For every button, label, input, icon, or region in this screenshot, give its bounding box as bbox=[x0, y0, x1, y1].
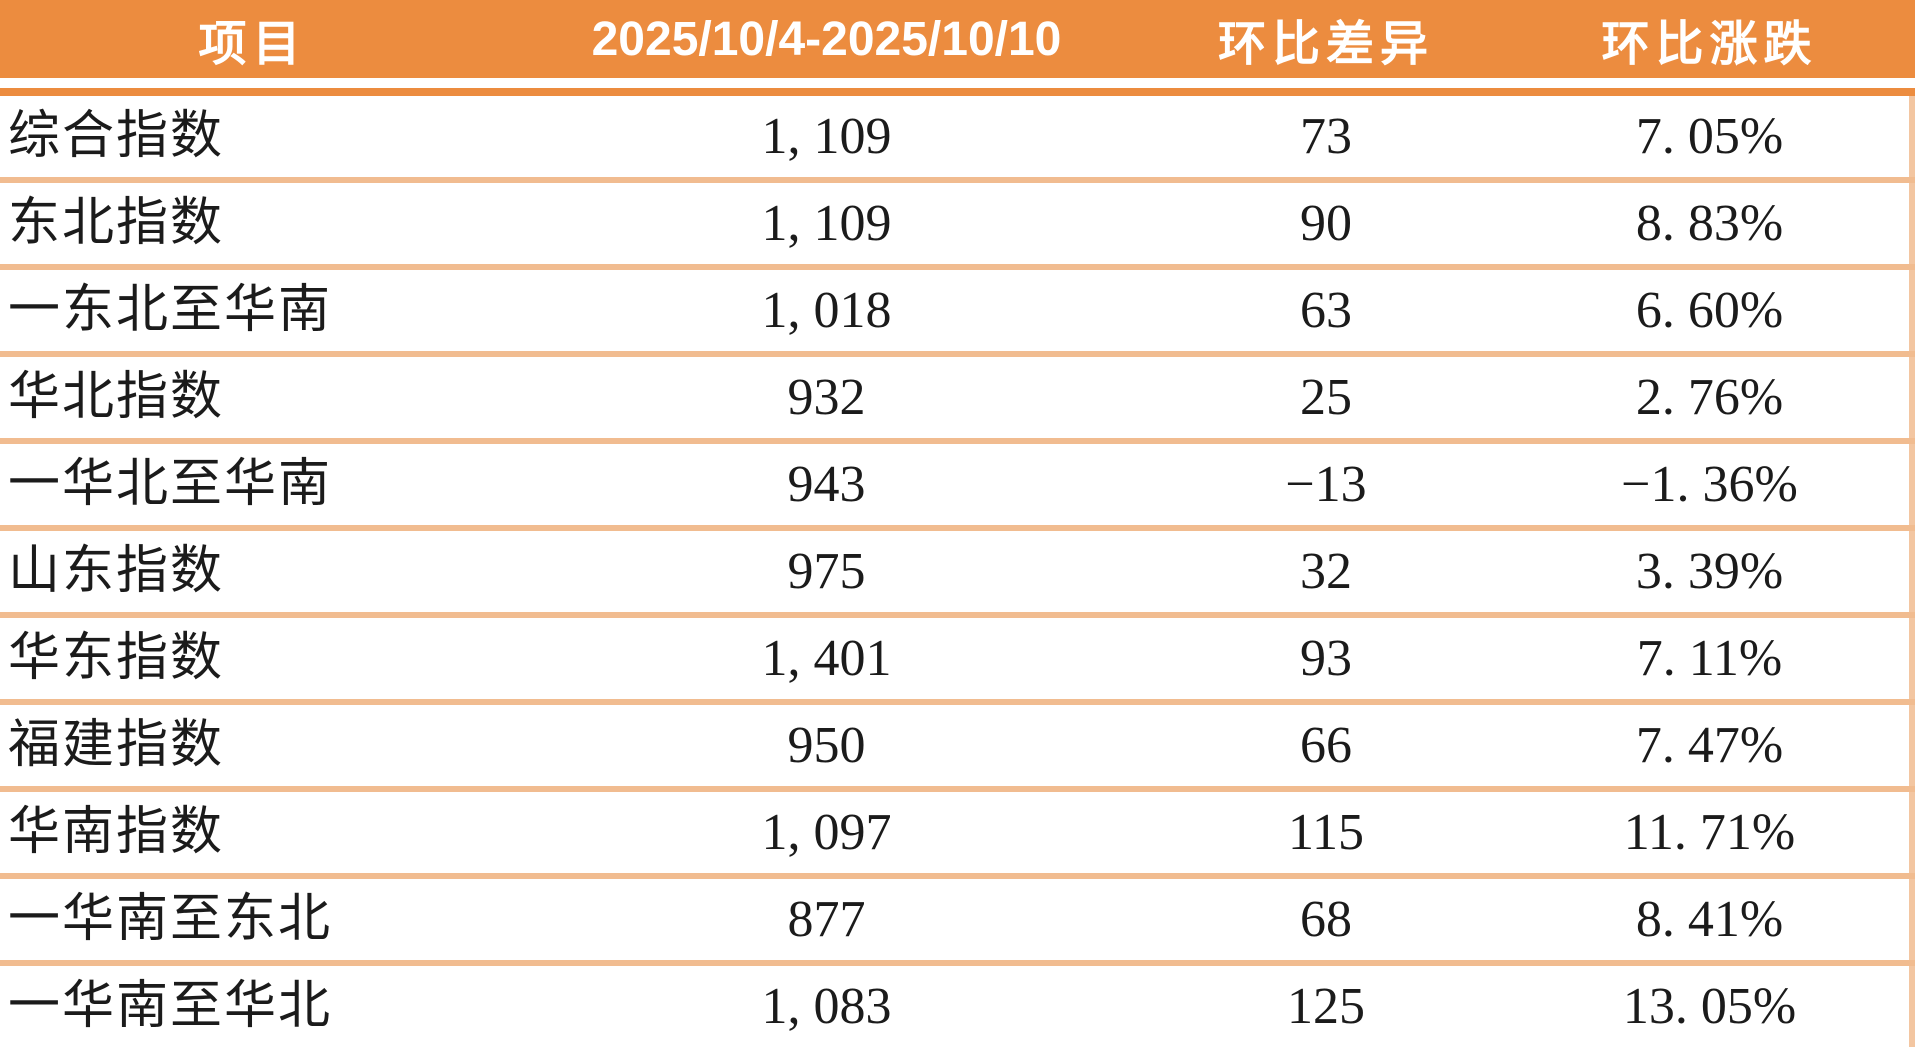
wow-diff-cell: 90 bbox=[1300, 194, 1352, 252]
table-row: 一华南至东北 877 68 8. 41% bbox=[0, 879, 1915, 966]
wow-diff-cell: 115 bbox=[1287, 803, 1365, 861]
wow-change-cell: −1. 36% bbox=[1621, 455, 1798, 513]
index-value-cell: 932 bbox=[787, 368, 866, 426]
index-value-cell: 943 bbox=[787, 455, 866, 513]
wow-diff-cell: 32 bbox=[1300, 542, 1352, 600]
wow-diff-cell: 73 bbox=[1300, 107, 1352, 165]
wow-diff-cell: 68 bbox=[1300, 890, 1352, 948]
table-row: 一华南至华北 1, 083 125 13. 05% bbox=[0, 966, 1915, 1047]
item-name-cell: 东北指数 bbox=[8, 194, 225, 252]
item-name-cell: 一东北至华南 bbox=[8, 281, 333, 339]
table-row: 华南指数 1, 097 115 11. 71% bbox=[0, 792, 1915, 879]
wow-change-cell: 7. 11% bbox=[1636, 629, 1783, 687]
wow-change-cell: 8. 41% bbox=[1635, 890, 1784, 948]
wow-change-cell: 6. 60% bbox=[1635, 281, 1784, 339]
table-row: 综合指数 1, 109 73 7. 05% bbox=[0, 96, 1915, 183]
index-value-cell: 975 bbox=[787, 542, 866, 600]
index-value-cell: 877 bbox=[787, 890, 866, 948]
index-value-cell: 950 bbox=[787, 716, 866, 774]
index-value-cell: 1, 109 bbox=[761, 194, 892, 252]
item-name-cell: 福建指数 bbox=[8, 716, 225, 774]
table-right-border bbox=[1909, 96, 1915, 1047]
wow-diff-cell: 93 bbox=[1300, 629, 1352, 687]
table-row: 华东指数 1, 401 93 7. 11% bbox=[0, 618, 1915, 705]
table-row: 山东指数 975 32 3. 39% bbox=[0, 531, 1915, 618]
item-name-cell: 华东指数 bbox=[8, 629, 225, 687]
item-name-cell: 山东指数 bbox=[8, 542, 225, 600]
index-value-cell: 1, 097 bbox=[761, 803, 892, 861]
wow-diff-cell: 66 bbox=[1300, 716, 1352, 774]
table-row: 华北指数 932 25 2. 76% bbox=[0, 357, 1915, 444]
index-value-cell: 1, 018 bbox=[761, 281, 892, 339]
header-gap bbox=[0, 78, 1915, 88]
header-underline-bar bbox=[0, 88, 1915, 96]
index-value-cell: 1, 401 bbox=[761, 629, 892, 687]
wow-change-cell: 3. 39% bbox=[1635, 542, 1784, 600]
index-value-cell: 1, 083 bbox=[761, 977, 892, 1035]
item-name-cell: 华北指数 bbox=[8, 368, 225, 426]
index-value-cell: 1, 109 bbox=[761, 107, 892, 165]
table-row: 一华北至华南 943 −13 −1. 36% bbox=[0, 444, 1915, 531]
wow-change-cell: 13. 05% bbox=[1622, 977, 1797, 1035]
wow-change-cell: 11. 71% bbox=[1623, 803, 1796, 861]
header-item-column: 项目 bbox=[198, 18, 307, 71]
header-date-range-column: 2025/10/4-2025/10/10 bbox=[591, 12, 1062, 66]
wow-diff-cell: −13 bbox=[1285, 455, 1367, 513]
table-row: 一东北至华南 1, 018 63 6. 60% bbox=[0, 270, 1915, 357]
wow-change-cell: 2. 76% bbox=[1635, 368, 1784, 426]
header-wow-change-column: 环比涨跌 bbox=[1601, 18, 1818, 71]
table-body: 综合指数 1, 109 73 7. 05% 东北指数 1, 109 90 8. 83% 一东北至… bbox=[0, 96, 1915, 1047]
table-row: 东北指数 1, 109 90 8. 83% bbox=[0, 183, 1915, 270]
table-header-row: 项目 2025/10/4-2025/10/10 环比差异 环比涨跌 bbox=[0, 0, 1915, 78]
wow-change-cell: 7. 05% bbox=[1635, 107, 1784, 165]
wow-diff-cell: 63 bbox=[1300, 281, 1352, 339]
header-wow-diff-column: 环比差异 bbox=[1217, 18, 1434, 71]
table-row: 福建指数 950 66 7. 47% bbox=[0, 705, 1915, 792]
item-name-cell: 综合指数 bbox=[8, 107, 225, 165]
item-name-cell: 一华南至东北 bbox=[8, 890, 333, 948]
item-name-cell: 华南指数 bbox=[8, 803, 225, 861]
wow-change-cell: 7. 47% bbox=[1635, 716, 1784, 774]
item-name-cell: 一华南至华北 bbox=[8, 977, 333, 1035]
item-name-cell: 一华北至华南 bbox=[8, 455, 333, 513]
wow-change-cell: 8. 83% bbox=[1635, 194, 1784, 252]
wow-diff-cell: 125 bbox=[1287, 977, 1365, 1035]
wow-diff-cell: 25 bbox=[1300, 368, 1352, 426]
